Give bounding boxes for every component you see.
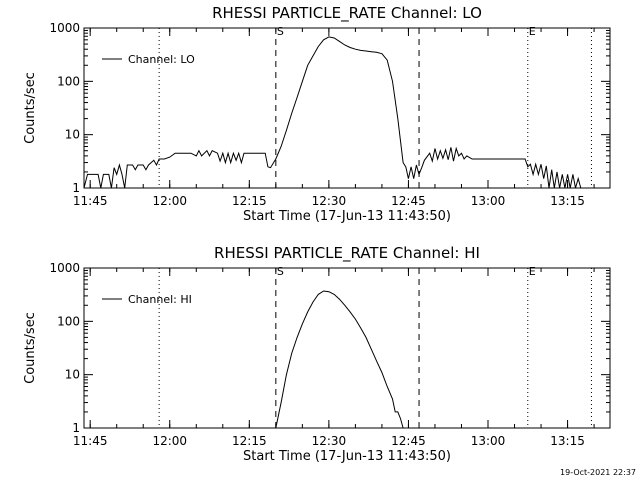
x-tick-label: 12:45 [391, 194, 426, 208]
x-tick-label: 12:15 [232, 194, 267, 208]
time-marker-label: S [277, 25, 284, 38]
y-tick-label: 10 [65, 128, 80, 142]
y-tick-label: 100 [57, 74, 80, 88]
x-tick-label: 11:45 [73, 194, 108, 208]
x-tick-label: 12:00 [152, 434, 187, 448]
y-tick-label: 100 [57, 314, 80, 328]
panel-2: RHESSI PARTICLE_RATE Channel: HI 1 10 100 10… [23, 244, 611, 464]
time-marker-label: E [529, 25, 536, 38]
x-axis-label: Start Time (17-Jun-13 11:43:50) [243, 209, 451, 224]
series-line [83, 36, 584, 189]
y-tick-label: 10 [65, 368, 80, 382]
y-axis-label: Counts/sec [23, 72, 38, 144]
series-line [275, 290, 404, 429]
x-tick-label: 12:00 [152, 194, 187, 208]
time-marker-label: E [529, 265, 536, 278]
legend-label: Channel: HI [128, 293, 192, 306]
y-tick-label: 1000 [49, 21, 80, 35]
y-tick-label: 1000 [49, 261, 80, 275]
legend-label: Channel: LO [128, 53, 195, 66]
x-tick-label: 13:00 [471, 194, 506, 208]
x-tick-label: 11:45 [73, 434, 108, 448]
panel-1: RHESSI PARTICLE_RATE Channel: LO 1 10 100 10… [23, 4, 611, 224]
y-tick-label: 1 [72, 181, 80, 195]
x-tick-label: 12:15 [232, 434, 267, 448]
chart-title: RHESSI PARTICLE_RATE Channel: HI [214, 244, 480, 263]
generation-timestamp: 19-Oct-2021 22:37 [560, 468, 636, 477]
x-tick-label: 12:30 [312, 194, 347, 208]
time-marker-label: S [277, 265, 284, 278]
x-tick-label: 13:00 [471, 434, 506, 448]
x-tick-label: 13:15 [550, 434, 585, 448]
x-tick-label: 12:45 [391, 434, 426, 448]
x-tick-label: 13:15 [550, 194, 585, 208]
chart-title: RHESSI PARTICLE_RATE Channel: LO [212, 4, 482, 23]
x-tick-label: 12:30 [312, 434, 347, 448]
x-axis-label: Start Time (17-Jun-13 11:43:50) [243, 449, 451, 464]
y-tick-label: 1 [72, 421, 80, 435]
y-axis-label: Counts/sec [23, 312, 38, 384]
